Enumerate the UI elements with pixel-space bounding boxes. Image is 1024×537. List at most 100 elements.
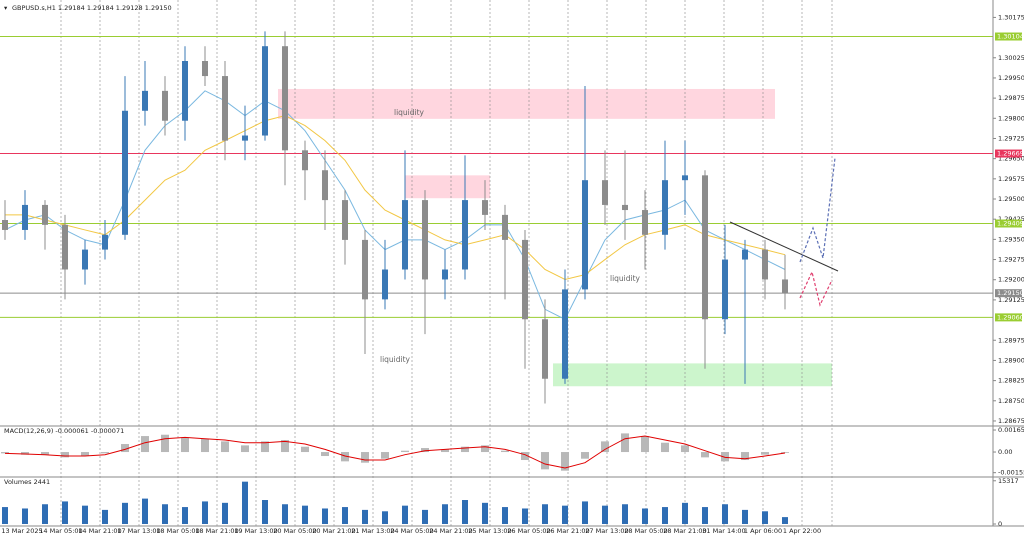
level-label: 1.29150	[997, 289, 1024, 297]
candle-body	[62, 224, 68, 270]
volume-bar	[562, 505, 568, 524]
x-tick-label: 25 Mar 13:00	[468, 527, 511, 535]
y-tick-label: 1.30025	[998, 54, 1024, 62]
candle-body	[642, 210, 648, 235]
y-tick-label: 1.29725	[998, 134, 1024, 142]
zone	[405, 175, 490, 199]
y-tick-label: 1.28675	[998, 417, 1024, 425]
volume-bar	[602, 505, 608, 524]
candle-body	[302, 150, 308, 171]
candle-body	[482, 200, 488, 215]
macd-bar	[201, 438, 209, 453]
y-tick-label: 1.29125	[998, 296, 1024, 304]
x-tick-label: 24 Mar 21:00	[429, 527, 472, 535]
annotation: liquidity	[610, 274, 641, 283]
macd-bar	[361, 452, 369, 463]
macd-bar	[101, 452, 109, 454]
macd-bar	[61, 452, 69, 458]
x-tick-label: 24 Mar 05:00	[390, 527, 433, 535]
macd-bar	[461, 446, 469, 453]
candle-body	[362, 239, 368, 300]
volume-bar	[702, 507, 708, 524]
projection-up	[799, 157, 836, 263]
x-tick-label: 20 Mar 21:00	[312, 527, 355, 535]
candle-body	[262, 46, 268, 136]
candle-body	[662, 180, 668, 235]
macd-bar	[241, 445, 249, 453]
volume-bar	[742, 509, 748, 524]
x-tick-label: 31 Mar 14:00	[702, 527, 745, 535]
volume-bar	[302, 505, 308, 524]
macd-bar	[441, 449, 449, 453]
volume-bar	[82, 505, 88, 524]
volume-bar	[462, 500, 468, 524]
volume-bar	[2, 507, 8, 524]
level-tag	[995, 313, 1022, 322]
volume-bar	[62, 501, 68, 524]
x-tick-label: 26 Mar 21:00	[546, 527, 589, 535]
macd-bar	[141, 436, 149, 453]
candle-body	[282, 46, 288, 151]
zone	[553, 363, 832, 387]
macd-bar	[261, 441, 269, 453]
volume-bar	[722, 504, 728, 524]
volume-bar	[282, 504, 288, 524]
volume-bar	[142, 498, 148, 524]
y-tick-label: 1.28825	[998, 377, 1024, 385]
x-tick-label: 14 Mar 05:00	[39, 527, 82, 535]
macd-bar	[701, 452, 709, 458]
candle-body	[442, 269, 448, 280]
y-tick-label: 1.28975	[998, 336, 1024, 344]
macd-bar	[601, 441, 609, 453]
macd-y-tick-label: 0.00	[998, 448, 1012, 456]
level-label: 1.29060	[997, 313, 1024, 321]
volume-bar	[42, 504, 48, 524]
volume-bar	[762, 511, 768, 524]
volume-bar	[322, 508, 328, 524]
y-tick-label: 1.30175	[998, 13, 1024, 21]
macd-bar	[621, 433, 629, 453]
volume-bar	[402, 505, 408, 524]
chart-title: GBPUSD.s,H1 1.29184 1.29184 1.29128 1.29…	[12, 4, 172, 12]
candle-body	[582, 180, 588, 290]
macd-bar	[381, 452, 389, 459]
level-tag	[995, 219, 1022, 228]
candle-body	[202, 60, 208, 77]
macd-bar	[401, 450, 409, 453]
candle-body	[342, 200, 348, 240]
volume-bar	[642, 508, 648, 524]
volume-bar	[102, 509, 108, 524]
candle-body	[402, 200, 408, 270]
x-tick-label: 26 Mar 05:00	[507, 527, 550, 535]
menu-icon[interactable]: ▾	[4, 4, 8, 12]
candle-body	[762, 249, 768, 280]
y-tick-label: 1.28750	[998, 397, 1024, 405]
macd-bar	[81, 452, 89, 457]
annotation: liquidity	[394, 108, 425, 117]
macd-bar	[521, 452, 529, 461]
candle-body	[82, 249, 88, 270]
candle-body	[22, 204, 28, 230]
volume-bar	[362, 509, 368, 524]
candle-body	[122, 110, 128, 235]
macd-bar	[541, 452, 549, 470]
macd-bar	[501, 450, 509, 453]
macd-bar	[661, 442, 669, 453]
level-label: 1.30104	[997, 33, 1024, 41]
zone	[278, 88, 775, 119]
volume-bar	[782, 517, 788, 524]
macd-y-tick-label: 0.001653	[998, 426, 1024, 434]
macd-bar	[1, 452, 9, 454]
level-tag	[995, 289, 1022, 298]
candle-body	[422, 200, 428, 280]
annotation: liquidity	[380, 355, 411, 364]
x-tick-label: 21 Mar 13:00	[351, 527, 394, 535]
macd-bar	[641, 436, 649, 453]
volume-bar	[622, 504, 628, 524]
y-tick-label: 1.29800	[998, 114, 1024, 122]
x-tick-label: 28 Mar 21:00	[663, 527, 706, 535]
volume-bar	[382, 511, 388, 524]
